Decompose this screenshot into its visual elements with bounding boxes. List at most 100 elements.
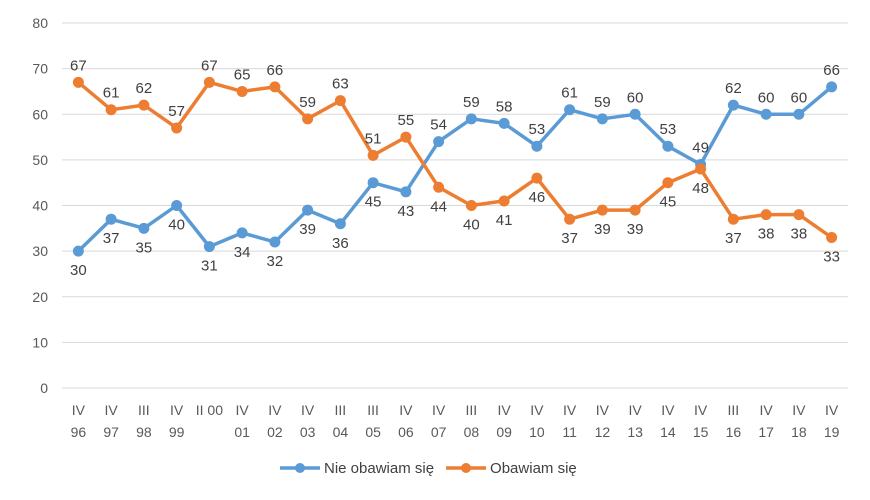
x-tick-label-year: 07	[431, 424, 447, 440]
x-tick-label: IV	[563, 402, 577, 418]
data-labels: 30 37 35 40 31 34 32 39 36 45 43 54 59 58 53 61 59 60 53 49…	[70, 57, 840, 279]
x-tick-label: IV	[432, 402, 446, 418]
data-label: 36	[332, 235, 349, 252]
x-tick-label-year: 02	[267, 424, 283, 440]
data-point	[564, 104, 576, 116]
series-line	[76, 80, 834, 240]
data-label: 45	[660, 194, 677, 211]
x-tick-label-year: 01	[234, 424, 250, 440]
data-point	[269, 236, 281, 248]
data-point	[236, 227, 248, 239]
data-label: 61	[561, 85, 578, 102]
x-tick-label: IV	[694, 402, 708, 418]
data-point	[498, 117, 510, 129]
data-label: 67	[201, 57, 218, 74]
data-label: 45	[365, 194, 382, 211]
data-point	[596, 204, 608, 216]
y-tick-label: 30	[32, 243, 48, 259]
data-label: 37	[103, 230, 120, 247]
data-point	[564, 213, 576, 225]
data-label: 44	[430, 198, 447, 215]
data-point	[433, 136, 445, 148]
data-label: 40	[463, 217, 480, 234]
data-label: 60	[627, 89, 644, 106]
data-point	[72, 76, 84, 88]
data-point	[302, 204, 314, 216]
data-point	[203, 76, 215, 88]
data-point	[138, 222, 150, 234]
data-point	[498, 195, 510, 207]
series-line	[76, 85, 834, 253]
data-point	[662, 177, 674, 189]
y-axis-ticks: 0 10 20 30 40 50 60 70 80	[32, 15, 48, 396]
data-label: 59	[463, 94, 480, 111]
data-label: 46	[529, 189, 546, 206]
data-label: 37	[561, 230, 578, 247]
data-label: 48	[692, 180, 709, 197]
data-label: 49	[692, 139, 709, 156]
data-point	[629, 204, 641, 216]
legend: Nie obawiam się Obawiam się	[280, 460, 577, 477]
x-tick-label: III	[335, 402, 347, 418]
data-label: 33	[823, 248, 840, 265]
data-label: 40	[168, 217, 185, 234]
legend-marker	[295, 463, 305, 473]
x-axis-ticks: IV 96 IV 97 III 98 IV 99 II 00 IV 01 IV 02 IV 03 III 04 I…	[71, 402, 840, 440]
data-label: 35	[136, 239, 153, 256]
x-tick-label-year: 19	[824, 424, 840, 440]
data-label: 66	[267, 62, 284, 79]
legend-marker	[461, 463, 472, 473]
data-label: 60	[791, 89, 808, 106]
grid-lines	[62, 22, 848, 389]
y-tick-label: 80	[32, 15, 48, 31]
x-tick-label-year: 06	[398, 424, 414, 440]
data-point	[760, 108, 772, 120]
data-label: 41	[496, 212, 513, 229]
data-point	[236, 85, 248, 97]
data-point	[629, 108, 641, 120]
data-point	[400, 186, 412, 198]
x-tick-label: IV	[399, 402, 413, 418]
data-label: 67	[70, 57, 87, 74]
data-point	[171, 200, 183, 211]
x-tick-label-year: 12	[595, 424, 611, 440]
data-label: 30	[70, 262, 87, 279]
data-point	[727, 99, 739, 111]
data-point	[531, 140, 543, 152]
y-tick-label: 70	[32, 61, 48, 77]
data-point	[269, 81, 281, 93]
data-point	[367, 149, 379, 161]
data-point	[105, 104, 117, 116]
data-label: 32	[267, 253, 284, 270]
x-tick-label-year: 97	[103, 424, 119, 440]
data-point	[400, 131, 412, 143]
data-label: 31	[201, 258, 218, 275]
x-tick-label: III	[728, 402, 740, 418]
data-label: 37	[725, 230, 742, 247]
x-tick-label: IV	[498, 402, 512, 418]
data-point	[465, 113, 477, 125]
x-tick-label-year: 11	[562, 424, 577, 440]
x-tick-label-year: 09	[496, 424, 512, 440]
x-tick-label-year: 04	[333, 424, 349, 440]
x-tick-label-year: 99	[169, 424, 185, 440]
x-tick-label-year: 08	[464, 424, 480, 440]
y-tick-label: 0	[40, 380, 48, 396]
data-point	[826, 81, 838, 93]
data-label: 38	[758, 226, 775, 243]
x-tick-label-year: 03	[300, 424, 316, 440]
data-point	[433, 181, 445, 193]
data-label: 39	[627, 221, 644, 238]
data-point	[760, 209, 772, 221]
data-point	[334, 95, 346, 107]
data-label: 62	[725, 80, 742, 97]
data-point	[662, 140, 674, 152]
y-tick-label: 60	[32, 106, 48, 122]
data-point	[72, 245, 84, 257]
data-point	[465, 200, 477, 211]
x-tick-label: IV	[301, 402, 315, 418]
x-tick-label: III	[466, 402, 478, 418]
data-point	[171, 122, 183, 134]
data-label: 58	[496, 98, 513, 115]
